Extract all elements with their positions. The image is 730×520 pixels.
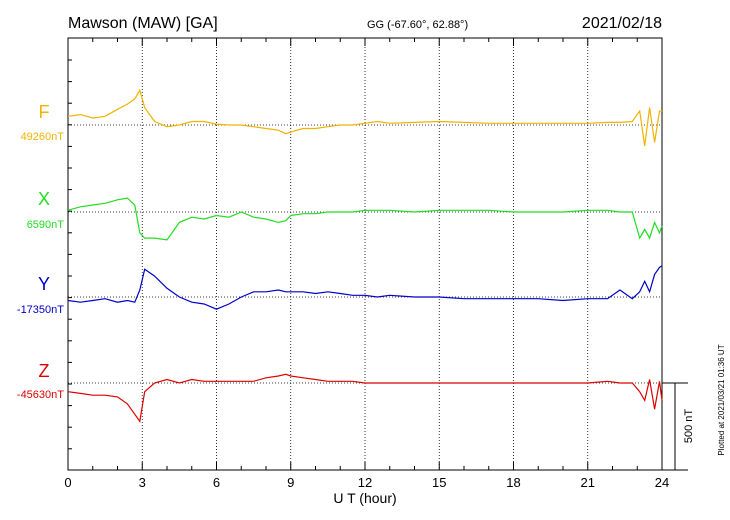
series-line-y [67, 265, 663, 310]
x-tick-label-21: 21 [581, 475, 595, 490]
series-line-x [67, 197, 663, 241]
station-title: Mawson (MAW) [GA] [68, 15, 218, 32]
series-label-y: Y [38, 274, 50, 294]
x-axis-label: U T (hour) [333, 490, 396, 506]
series-label-x: X [38, 189, 50, 209]
x-axis-ticks: 0 3 6 9 12 15 18 21 24 [64, 38, 669, 490]
scale-bar-label: 500 nT [683, 409, 695, 444]
baseline-value-y: -17350nT [17, 304, 64, 316]
geo-coordinates: GG (-67.60°, 62.88°) [367, 19, 468, 31]
baseline-value-z: -45630nT [17, 389, 64, 401]
plotted-timestamp: Plotted at 2021/03/21 01:36 UT [717, 344, 726, 455]
series-line-z [67, 373, 663, 423]
baseline-value-f: 49260nT [21, 131, 65, 143]
x-tick-label-15: 15 [432, 475, 446, 490]
series-labels: F 49260nT X 6590nT Y -17350nT Z -45630nT [17, 102, 64, 401]
x-tick-label-9: 9 [287, 475, 294, 490]
series-group [67, 88, 663, 423]
x-tick-label-24: 24 [655, 475, 669, 490]
time-grid [141, 38, 589, 470]
series-label-z: Z [39, 361, 50, 381]
x-tick-label-6: 6 [213, 475, 220, 490]
x-tick-label-0: 0 [64, 475, 71, 490]
y-axis-ticks [68, 59, 72, 450]
date-label: 2021/02/18 [582, 15, 662, 32]
x-tick-label-12: 12 [358, 475, 372, 490]
series-line-f [67, 88, 662, 146]
baseline-value-x: 6590nT [27, 219, 65, 231]
x-tick-label-18: 18 [506, 475, 520, 490]
x-tick-label-3: 3 [139, 475, 146, 490]
series-label-f: F [39, 102, 50, 122]
